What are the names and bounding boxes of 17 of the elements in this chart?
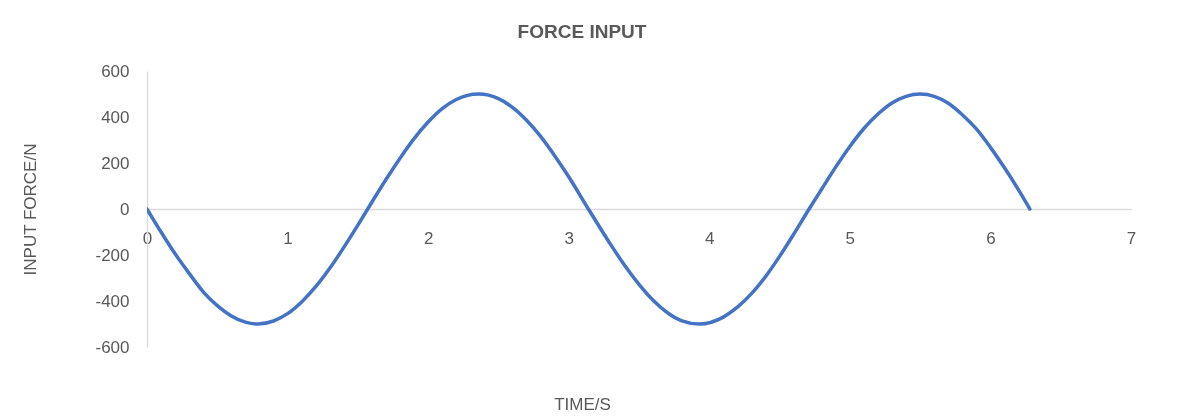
x-tick-label: 5: [845, 228, 856, 248]
y-tick-label: 200: [101, 153, 130, 173]
y-tick-label: -200: [95, 245, 130, 265]
x-tick-label: 3: [564, 228, 574, 248]
y-tick-label: -600: [95, 337, 130, 357]
y-tick-label: 600: [101, 61, 130, 81]
y-axis-title: INPUT FORCE/N: [20, 143, 40, 276]
y-tick-label: 400: [101, 107, 130, 127]
y-tick-label: 0: [120, 199, 130, 219]
x-tick-label: 1: [283, 228, 293, 248]
chart-title: FORCE INPUT: [517, 21, 647, 42]
x-tick-label: 2: [423, 228, 434, 248]
x-axis-title: TIME/S: [554, 394, 611, 414]
x-tick-label: 4: [705, 228, 715, 248]
y-tick-label: -400: [95, 291, 130, 311]
x-tick-label: 7: [1126, 228, 1137, 248]
x-tick-label: 6: [986, 228, 996, 248]
